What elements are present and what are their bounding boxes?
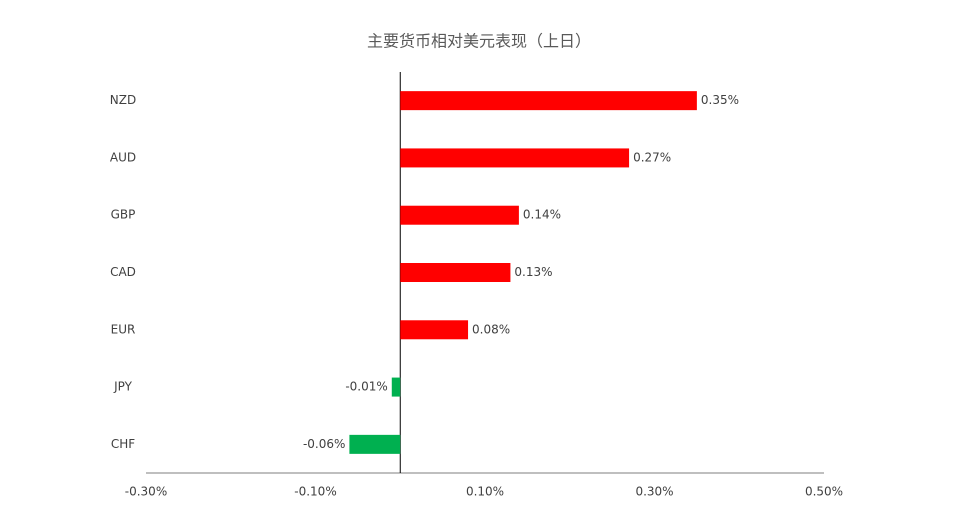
value-label: 0.13% [514, 265, 552, 279]
x-tick-label: -0.10% [294, 485, 336, 499]
y-tick-label: NZD [110, 93, 136, 107]
y-tick-label: EUR [111, 322, 136, 336]
value-label: -0.06% [303, 437, 345, 451]
y-tick-label: GBP [111, 208, 136, 222]
bar [400, 263, 511, 282]
x-tick-label: 0.30% [635, 485, 673, 499]
x-tick-label: 0.10% [466, 485, 504, 499]
y-tick-label: AUD [110, 150, 136, 164]
value-label: 0.14% [523, 208, 561, 222]
bar [349, 434, 401, 454]
y-tick-label: JPY [113, 380, 133, 394]
bar [400, 205, 519, 225]
bar [400, 91, 697, 111]
value-label: 0.35% [701, 93, 739, 107]
y-tick-label: CHF [111, 437, 135, 451]
y-tick-label: CAD [110, 265, 136, 279]
chart-title: 主要货币相对美元表现（上日） [367, 32, 591, 51]
value-label: -0.01% [345, 380, 387, 394]
value-label: 0.08% [472, 322, 510, 336]
value-label: 0.27% [633, 150, 671, 164]
bar [391, 377, 401, 397]
bar [400, 148, 630, 168]
x-tick-label: 0.50% [805, 485, 843, 499]
x-tick-label: -0.30% [125, 485, 167, 499]
bar [400, 320, 469, 340]
